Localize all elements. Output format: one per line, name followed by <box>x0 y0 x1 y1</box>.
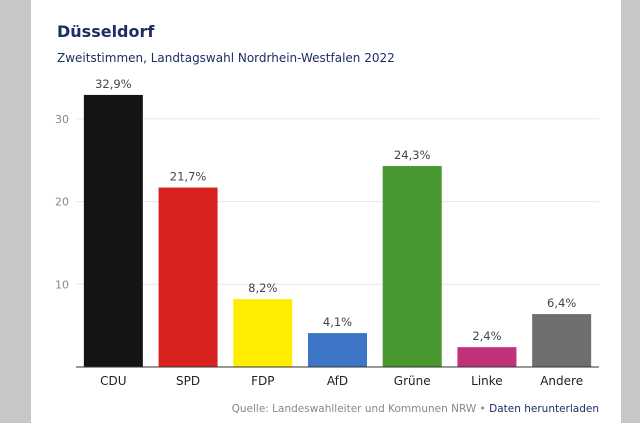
x-tick-label: Grüne <box>394 374 431 388</box>
x-tick-label: Linke <box>471 374 503 388</box>
data-label: 8,2% <box>248 281 277 295</box>
data-label: 24,3% <box>394 148 431 162</box>
chart-subtitle: Zweitstimmen, Landtagswahl Nordrhein-Wes… <box>57 51 395 65</box>
bar-grüne <box>382 166 442 367</box>
x-tick-label: AfD <box>327 374 348 388</box>
bar-cdu <box>83 94 143 368</box>
bar-andere <box>532 314 592 367</box>
chart-footer: Quelle: Landeswahlleiter und Kommunen NR… <box>232 403 599 415</box>
y-tick-label: 10 <box>55 278 69 291</box>
data-label: 21,7% <box>170 170 207 184</box>
x-tick-label: CDU <box>100 374 126 388</box>
chart-title: Düsseldorf <box>57 22 155 41</box>
download-data-link[interactable]: Daten herunterladen <box>489 403 599 415</box>
x-tick-label: SPD <box>176 374 200 388</box>
data-label: 32,9% <box>95 77 132 91</box>
bar-linke <box>457 347 517 367</box>
x-tick-label: FDP <box>251 374 274 388</box>
y-tick-label: 20 <box>55 196 69 209</box>
bar-fdp <box>233 299 293 367</box>
data-label: 6,4% <box>547 296 576 310</box>
chart-card: Düsseldorf Zweitstimmen, Landtagswahl No… <box>31 0 621 423</box>
y-tick-label: 30 <box>55 113 69 126</box>
data-label: 4,1% <box>323 315 352 329</box>
bar-chart: 10 20 30 32,9% CDU 21,7% SPD 8,2% FDP 4,1% AfD 24,3… <box>55 77 599 388</box>
source-text: Quelle: Landeswahlleiter und Kommunen NR… <box>231 403 477 415</box>
data-label: 2,4% <box>472 329 501 343</box>
footer-separator: • <box>479 403 486 415</box>
bar-spd <box>158 187 218 367</box>
bar-afd <box>308 333 367 367</box>
x-tick-label: Andere <box>540 374 583 388</box>
